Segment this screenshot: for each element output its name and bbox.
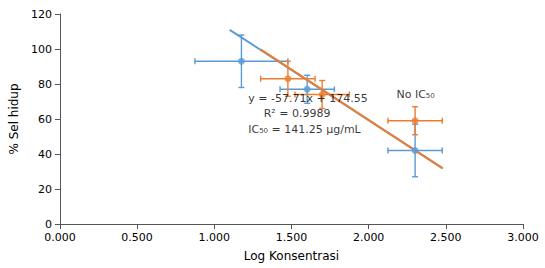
svg-text:20: 20 [38, 183, 52, 196]
svg-text:1.500: 1.500 [276, 231, 308, 244]
svg-text:100: 100 [31, 43, 52, 56]
svg-text:40: 40 [38, 148, 52, 161]
svg-text:80: 80 [38, 78, 52, 91]
svg-text:120: 120 [31, 8, 52, 21]
svg-text:% Sel hidup: % Sel hidup [7, 83, 21, 154]
svg-text:R² = 0.9989: R² = 0.9989 [264, 107, 331, 120]
svg-text:0: 0 [45, 218, 52, 231]
svg-text:2.500: 2.500 [430, 231, 462, 244]
svg-text:IC₅₀ = 141.25 μg/mL: IC₅₀ = 141.25 μg/mL [248, 123, 361, 136]
svg-text:2.000: 2.000 [353, 231, 385, 244]
svg-text:0.500: 0.500 [121, 231, 153, 244]
svg-text:1.000: 1.000 [199, 231, 231, 244]
svg-text:No IC₅₀: No IC₅₀ [396, 88, 435, 101]
svg-text:y = -57.71x + 174.55: y = -57.71x + 174.55 [248, 92, 367, 105]
svg-text:60: 60 [38, 113, 52, 126]
svg-text:0.000: 0.000 [44, 231, 76, 244]
svg-text:Log Konsentrasi: Log Konsentrasi [244, 249, 339, 263]
svg-text:3.000: 3.000 [507, 231, 539, 244]
